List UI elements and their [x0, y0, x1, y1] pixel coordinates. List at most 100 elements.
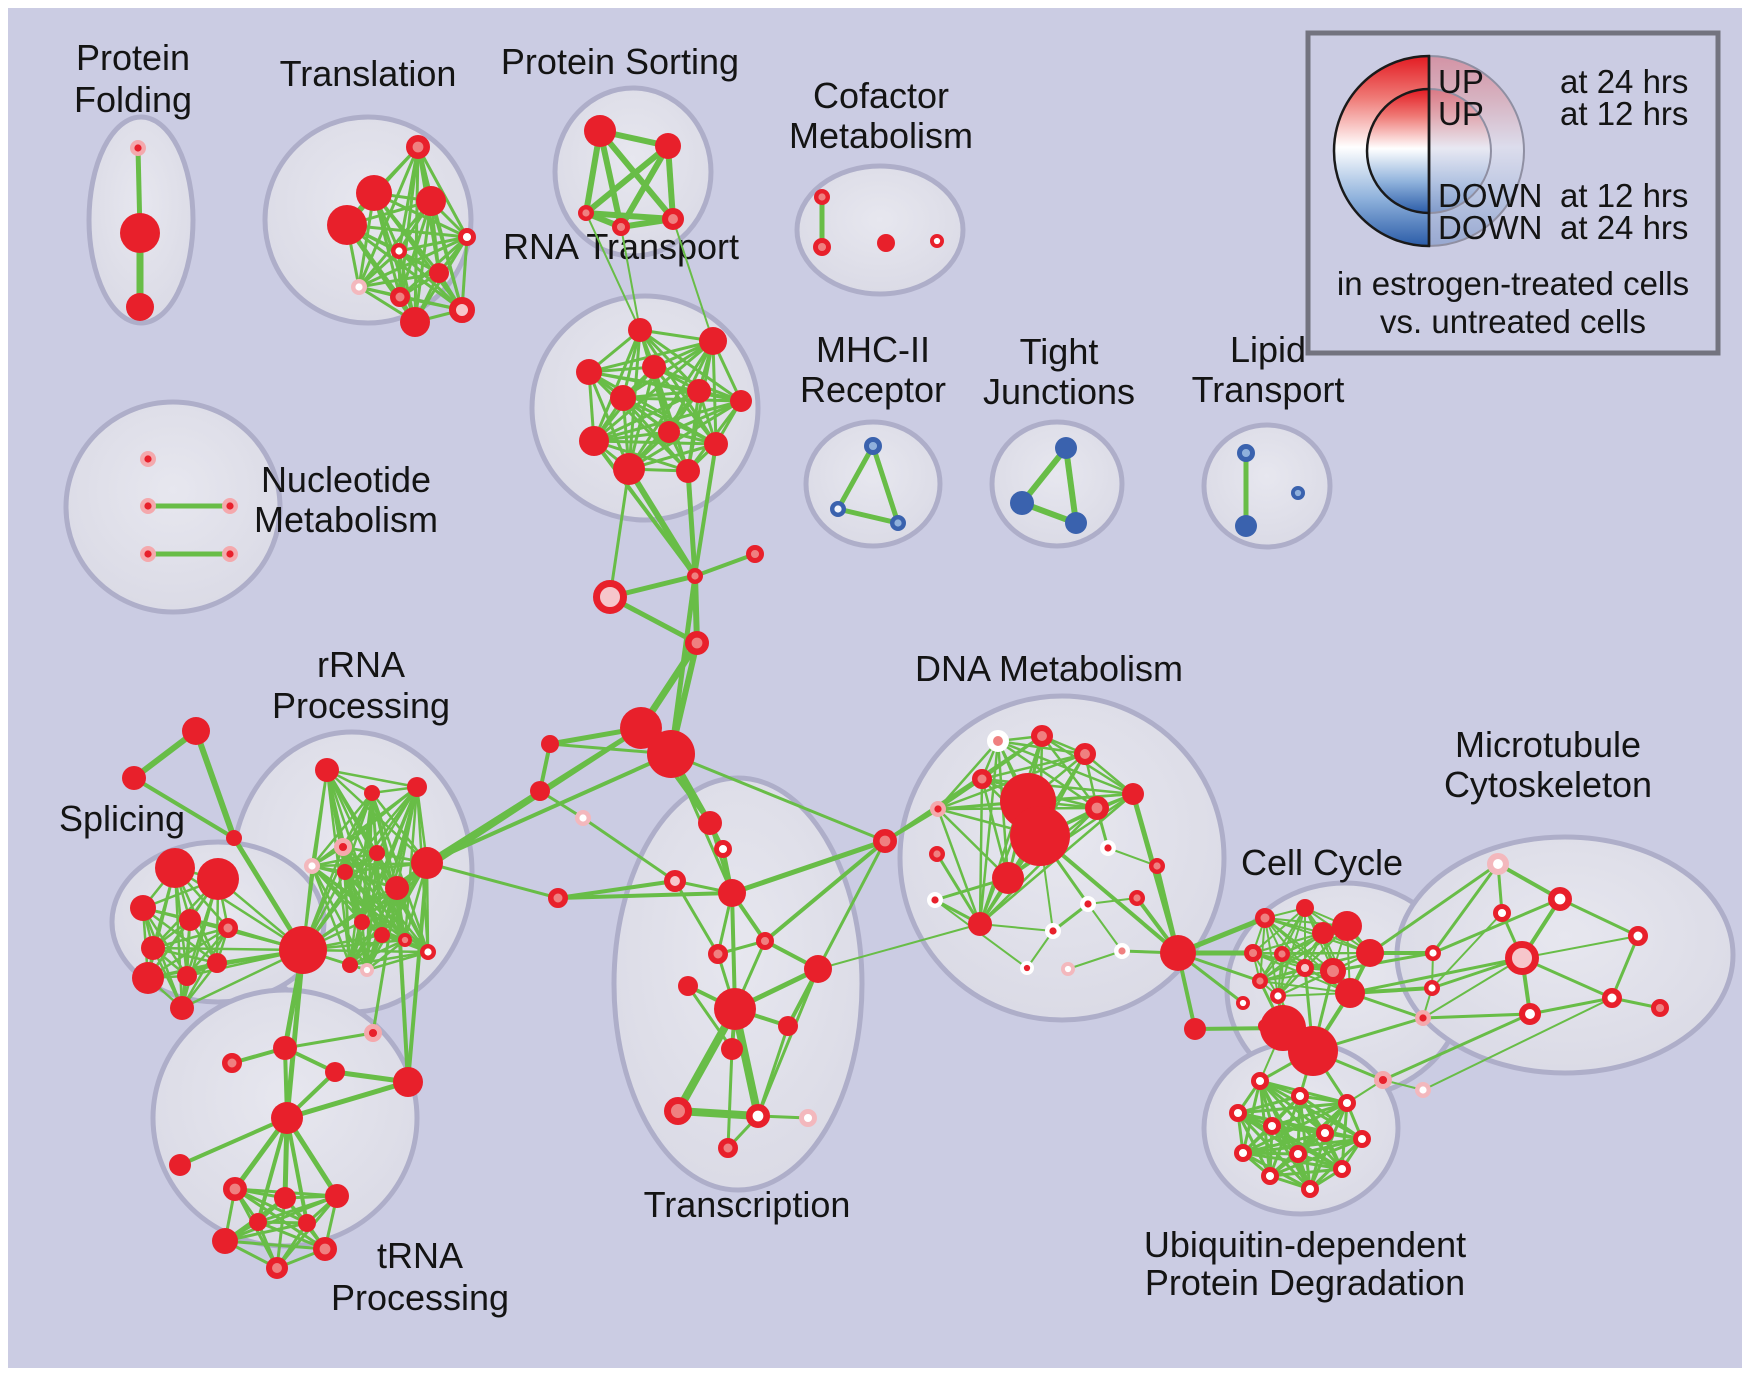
edge-rr5-rr7 — [311, 851, 378, 868]
node-pp1 — [1373, 1070, 1392, 1089]
edge-rr9-rr13 — [349, 862, 428, 966]
edge-pp2-mt5 — [1422, 997, 1613, 1091]
edge-trh5-trh7 — [257, 1220, 326, 1251]
edge-cr3-mt4 — [1422, 957, 1523, 1019]
edge-tri2-tri3 — [132, 776, 236, 840]
node-cc5 — [1356, 939, 1384, 967]
node-tl1 — [405, 135, 430, 160]
edge-cr3-mt6 — [1422, 1012, 1531, 1020]
edge-cn1-cn2 — [694, 552, 756, 578]
node-cf3 — [877, 234, 895, 252]
edge-ub3-ub11 — [1268, 1101, 1349, 1178]
edge-dm3-dm4 — [981, 752, 1086, 781]
legend-inner-circle — [1365, 87, 1431, 215]
cluster-label-tight-junctions: Junctions — [983, 371, 1135, 412]
edge-rr2-rr5 — [311, 792, 373, 867]
edge-rr13-rr14 — [349, 950, 429, 967]
edge-dm5-dm10 — [937, 808, 1009, 879]
node-mh2 — [830, 501, 847, 518]
node-dm20 — [1019, 960, 1034, 975]
node-rt10 — [704, 432, 728, 456]
node-sp4 — [179, 909, 201, 931]
node-rr1 — [315, 758, 339, 782]
cluster-label-cofactor-metabolism: Cofactor — [813, 75, 949, 116]
legend-box — [1305, 30, 1721, 356]
node-rt9 — [579, 426, 609, 456]
node-ub9 — [1288, 1144, 1307, 1163]
node-dm12 — [927, 892, 944, 909]
edge-txr-tx8 — [816, 840, 887, 970]
node-ub1 — [1250, 1071, 1269, 1090]
node-dm15 — [1148, 858, 1165, 875]
cluster-label-protein-folding: Protein — [76, 37, 190, 78]
node-ub5 — [1262, 1116, 1281, 1135]
edge-trc-trh7 — [256, 1117, 289, 1223]
node-rr10 — [354, 914, 370, 930]
edge-sp1-hub3 — [174, 866, 304, 952]
legend-time-2: at 12 hrs — [1560, 177, 1688, 214]
legend-direction-1: UP — [1438, 95, 1484, 132]
node-dm1 — [987, 730, 1010, 753]
node-tx5 — [755, 931, 774, 950]
node-cn5 — [541, 735, 559, 753]
edge-hub3-trc — [284, 949, 306, 1119]
edge-rt7-rt9 — [593, 399, 742, 443]
edge-sp3-sp8 — [141, 907, 189, 977]
edge-tl5-tl8 — [358, 235, 468, 289]
node-cf1 — [814, 188, 831, 205]
node-rr11 — [374, 927, 390, 943]
edge-dm16-dm17 — [1087, 897, 1138, 905]
node-lp1 — [1236, 444, 1255, 463]
cluster-ellipse-microtubule-cytoskeleton — [1394, 834, 1736, 1076]
edge-hub2-txr — [670, 752, 886, 843]
node-tx8 — [804, 955, 832, 983]
edge-ps3-ps5 — [585, 210, 674, 222]
edge-cc10-mt4 — [1349, 956, 1523, 995]
node-cc11 — [1251, 973, 1268, 990]
node-tl6 — [391, 242, 408, 259]
node-rr18 — [325, 1062, 345, 1082]
node-sp8 — [177, 966, 197, 986]
edge-ub7-ub11 — [1269, 1137, 1363, 1178]
node-tj1 — [1055, 437, 1077, 459]
legend-inner-circle-faded — [1428, 87, 1492, 215]
edge-rt10-cn1 — [693, 443, 718, 577]
node-cn7 — [575, 810, 592, 827]
node-tx7 — [678, 976, 698, 996]
node-rt4 — [642, 355, 666, 379]
edge-txr-tx4 — [731, 838, 886, 896]
edge-ub2-ub11 — [1268, 1095, 1302, 1177]
node-ps3 — [578, 204, 595, 221]
node-rr14 — [420, 944, 437, 961]
node-tx14 — [798, 1108, 817, 1127]
node-trh1 — [223, 1177, 248, 1202]
edge-mh2-mh3 — [837, 506, 899, 526]
node-rr16 — [273, 1036, 297, 1060]
edge-rr3-rr5 — [311, 786, 418, 867]
node-sp5 — [218, 918, 238, 938]
node-rt6 — [610, 385, 636, 411]
node-cf2 — [812, 238, 831, 257]
edge-dm13-dm18 — [979, 923, 1054, 932]
cluster-ellipse-transcription — [611, 775, 865, 1193]
node-cc6 — [1243, 943, 1262, 962]
node-mt7 — [1628, 926, 1648, 946]
node-dm7 — [1010, 806, 1070, 866]
edge-rt2-rt9 — [593, 339, 714, 443]
cluster-label-translation: Translation — [280, 53, 457, 94]
cluster-label-trna-processing: Processing — [331, 1277, 509, 1318]
edge-rt9-cn1 — [592, 439, 697, 578]
edge-mh1-mh3 — [870, 445, 901, 524]
edge-tx7-tx11 — [686, 985, 734, 1050]
node-tx4 — [718, 879, 746, 907]
node-cc7 — [1273, 946, 1290, 963]
edge-rr19-trc — [286, 1079, 409, 1121]
edge-trh4-trh5 — [224, 1239, 326, 1251]
cluster-label-rrna-processing: Processing — [272, 685, 450, 726]
edge-cr1-mt2 — [1432, 897, 1561, 955]
node-mt3 — [1492, 903, 1511, 922]
node-sp2 — [197, 858, 239, 900]
node-trh4 — [212, 1228, 238, 1254]
node-sp10 — [170, 996, 194, 1020]
edge-tx8-dm13 — [817, 923, 981, 970]
